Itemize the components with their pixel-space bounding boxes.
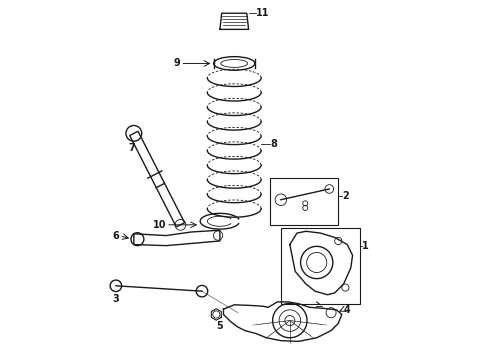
Bar xyxy=(281,228,360,304)
Text: 1: 1 xyxy=(362,241,368,251)
Text: 9: 9 xyxy=(173,58,180,68)
Text: 4: 4 xyxy=(343,305,350,315)
Text: 10: 10 xyxy=(152,220,166,230)
Text: 6: 6 xyxy=(113,231,120,240)
Text: 5: 5 xyxy=(216,321,223,331)
Text: 7: 7 xyxy=(128,143,135,153)
Bar xyxy=(270,178,338,225)
Text: 11: 11 xyxy=(256,8,270,18)
Text: 8: 8 xyxy=(270,139,277,149)
Text: 3: 3 xyxy=(112,294,119,304)
Text: 2: 2 xyxy=(342,191,348,201)
